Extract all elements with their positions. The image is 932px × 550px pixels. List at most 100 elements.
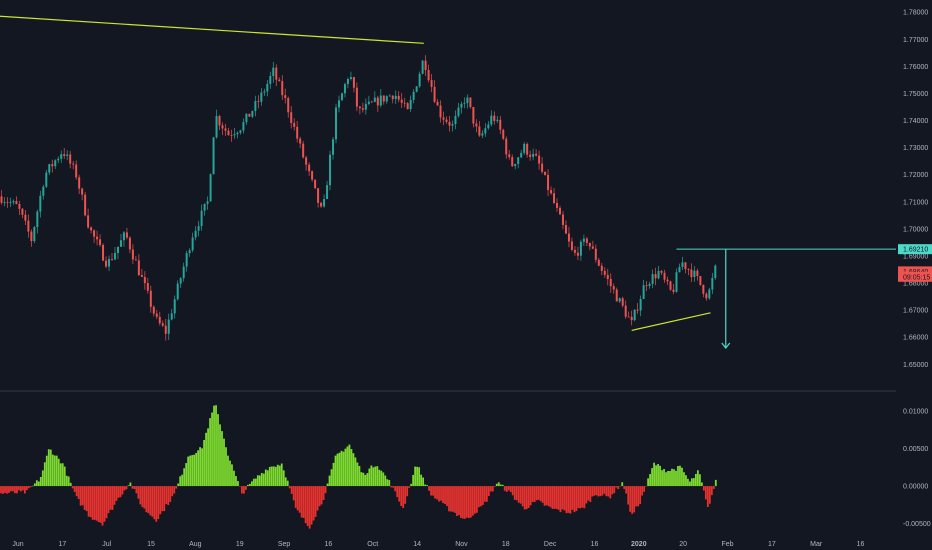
upper-trendline[interactable] [0, 15, 424, 44]
candle-body [505, 138, 508, 155]
candle-body [149, 290, 152, 307]
candle-body [176, 283, 179, 300]
histogram-bar [201, 448, 203, 487]
histogram-bar [173, 486, 176, 494]
histogram-bar [535, 486, 538, 501]
histogram-bar [73, 486, 76, 492]
candle-body [128, 237, 131, 250]
candle-body [311, 171, 314, 180]
projection-arrow-head[interactable] [721, 342, 731, 349]
histogram-bar [332, 462, 335, 487]
histogram-bar [681, 467, 683, 487]
histogram-bar [344, 448, 347, 487]
candle-body [639, 298, 642, 311]
price-tick-label: 1.66000 [903, 335, 928, 342]
candle-body [167, 319, 170, 334]
histogram-bar [509, 486, 512, 493]
histogram-bar [316, 486, 319, 511]
histogram-bar [599, 486, 602, 497]
time-axis[interactable]: Jun 17 Jul 15 Aug 19 Sep 16 Oct 14 Nov 18 Dec 16 2020 2… [12, 541, 864, 548]
candle-body [520, 152, 523, 158]
histogram-bar [693, 478, 695, 487]
histogram-bar [61, 463, 64, 487]
histogram-bar [260, 472, 263, 487]
histogram-bar [714, 479, 717, 487]
time-tick-label: Jul [102, 541, 111, 548]
candle-body [21, 208, 24, 215]
histogram-bar [495, 483, 498, 487]
candle-body [254, 101, 257, 112]
histogram-bar [424, 484, 427, 487]
candle-body [60, 154, 63, 159]
candle-body [340, 93, 343, 101]
oscillator-pane[interactable] [0, 405, 717, 529]
histogram-bar [521, 486, 524, 507]
candle-body [418, 73, 421, 87]
price-pane[interactable] [0, 15, 896, 349]
candle-body [24, 214, 27, 221]
histogram-bar [312, 486, 315, 521]
histogram-bar [609, 486, 612, 499]
candle-body [179, 278, 182, 284]
histogram-bar [336, 453, 339, 487]
candle-body [502, 129, 505, 139]
histogram-bar [181, 474, 184, 487]
candle-body [131, 249, 134, 260]
histogram-bar [352, 453, 355, 487]
histogram-bar [264, 469, 267, 487]
candle-body [526, 143, 529, 155]
histogram-bar [43, 462, 46, 487]
candle-body [508, 154, 511, 158]
candle-body [651, 274, 654, 284]
histogram-bar [300, 486, 303, 518]
histogram-bar [67, 476, 70, 487]
candle-body [119, 240, 122, 247]
histogram-bar [241, 486, 243, 494]
candle-body [394, 95, 397, 100]
lower-trendline[interactable] [631, 312, 711, 332]
histogram-bar [0, 486, 2, 494]
oscillator-axis[interactable]: 0.01000 0.00500 0.00000 -0.00500 [903, 408, 931, 528]
histogram-bar [171, 486, 174, 497]
histogram-bar [245, 486, 247, 490]
histogram-bar [256, 475, 259, 487]
histogram-bar [328, 475, 331, 487]
histogram-bar [547, 486, 550, 507]
candle-body [493, 115, 496, 121]
histogram-bar [16, 486, 18, 494]
histogram-bar [372, 467, 375, 487]
histogram-bar [613, 486, 616, 494]
histogram-bar [143, 486, 146, 509]
histogram-bar [183, 468, 186, 487]
candle-body [603, 270, 606, 275]
candle-body [66, 154, 69, 156]
candle-body [296, 126, 299, 139]
histogram-bar [651, 468, 653, 487]
candle-body [48, 164, 51, 173]
candle-body [675, 272, 678, 292]
histogram-bar [420, 474, 423, 487]
candle-body [332, 139, 335, 155]
histogram-bar [501, 484, 504, 487]
time-tick-label: 19 [236, 541, 244, 548]
histogram-bar [519, 486, 522, 504]
time-tick-label: Nov [455, 541, 468, 548]
histogram-bar [696, 470, 699, 487]
histogram-bar [37, 481, 40, 487]
histogram-bar [21, 486, 24, 491]
histogram-bar [639, 486, 642, 505]
histogram-bar [270, 466, 273, 487]
candle-body [239, 130, 242, 133]
histogram-bar [97, 486, 100, 523]
time-tick-label: Jun [12, 541, 23, 548]
histogram-bar [416, 466, 419, 487]
histogram-bar [483, 486, 486, 502]
histogram-bar [209, 418, 211, 487]
price-axis[interactable]: 1.78000 1.77000 1.76000 1.75000 1.74000 1.730… [898, 10, 932, 369]
candle-body [567, 233, 570, 242]
histogram-bar [605, 486, 608, 497]
candle-body [618, 298, 621, 302]
histogram-bar [481, 486, 484, 506]
